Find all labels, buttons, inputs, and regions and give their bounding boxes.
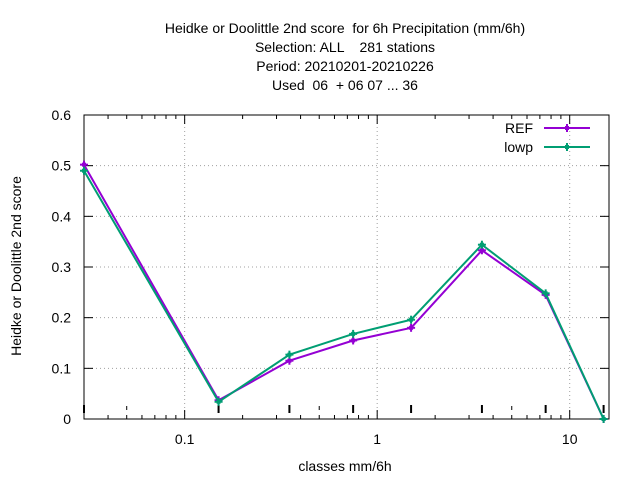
plot-frame [83, 114, 610, 420]
series-line [83, 170, 605, 420]
series-lowp [80, 166, 608, 423]
data-point [349, 329, 358, 338]
legend-label: REF [505, 120, 533, 136]
y-tick-label: 0.3 [52, 259, 72, 275]
y-tick-label: 0.4 [52, 208, 72, 224]
y-tick-label: 0.5 [52, 158, 72, 174]
x-tick-label: 10 [562, 431, 578, 447]
y-tick-label: 0 [63, 411, 71, 427]
y-axis-label: Heidke or Doolittle 2nd score [8, 176, 24, 356]
data-point [407, 323, 416, 332]
y-tick-label: 0.6 [52, 107, 72, 123]
grid [84, 115, 609, 419]
x-tick-label: 0.1 [175, 431, 195, 447]
series-line [83, 164, 605, 420]
data-point [214, 397, 223, 406]
title-line: Used 06 + 06 07 ... 36 [272, 77, 418, 93]
axis-ticks: 0 0.1 0.2 0.3 0.4 0.5 0.6 0.1 1 10 [52, 107, 609, 447]
y-tick-label: 0.2 [52, 310, 72, 326]
x-axis-label: classes mm/6h [298, 458, 391, 474]
y-tick-label: 0.1 [52, 360, 72, 376]
title-line: Heidke or Doolittle 2nd score for 6h Pre… [165, 20, 525, 36]
data-point [599, 415, 608, 423]
x-tick-label: 1 [373, 431, 381, 447]
data-point [407, 315, 416, 324]
series-group [80, 160, 608, 423]
chart-title: Heidke or Doolittle 2nd score for 6h Pre… [165, 20, 525, 93]
data-point [80, 166, 88, 175]
data-point [563, 124, 571, 132]
title-line: Selection: ALL 281 stations [255, 39, 435, 55]
data-point [285, 350, 294, 359]
series-ref [80, 160, 608, 423]
data-point [541, 289, 550, 298]
data-point [563, 143, 571, 151]
plot-border [83, 114, 610, 420]
legend-label: lowp [504, 139, 533, 155]
data-point [477, 240, 486, 249]
title-line: Period: 20210201-20210226 [256, 58, 434, 74]
legend: REF lowp [504, 120, 590, 155]
